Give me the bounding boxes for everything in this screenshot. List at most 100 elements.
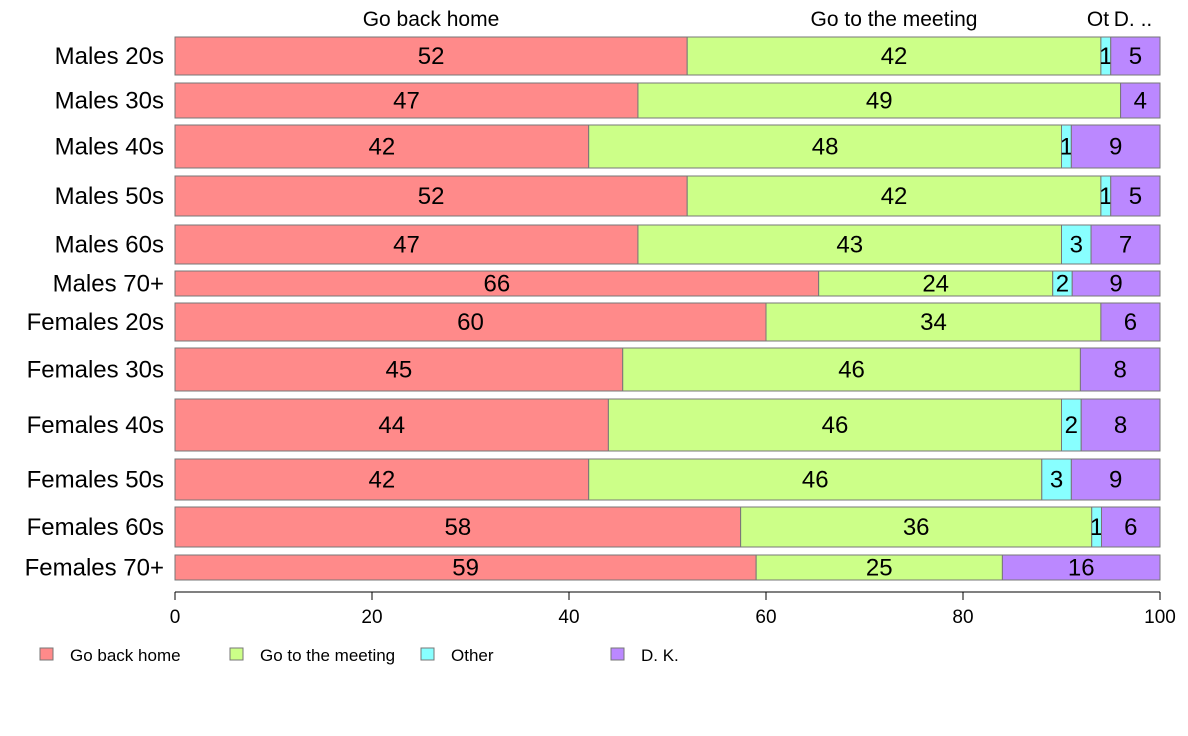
data-label: 42 bbox=[368, 134, 395, 161]
bar-segment bbox=[686, 36, 1102, 76]
bar-segment bbox=[1100, 302, 1161, 342]
y-axis-labels: Males 20s Males 30s Males 40s Males 50s Male… bbox=[25, 43, 164, 582]
bar-segment bbox=[588, 458, 1043, 501]
bar-segment bbox=[1120, 82, 1161, 119]
bar-segment bbox=[174, 36, 688, 76]
data-label: 24 bbox=[922, 271, 949, 298]
legend-label: Go back home bbox=[70, 646, 181, 665]
data-label: 6 bbox=[1124, 309, 1137, 336]
bar-segment bbox=[588, 124, 1062, 169]
legend: Go back home Go to the meeting Other D. K. bbox=[39, 646, 679, 665]
data-label: 8 bbox=[1114, 412, 1127, 439]
data-label: 47 bbox=[393, 232, 420, 259]
bar-segment bbox=[174, 224, 639, 265]
data-label: 1 bbox=[1060, 134, 1073, 161]
data-label: 1 bbox=[1090, 514, 1103, 541]
y-tick-label: Males 50s bbox=[55, 183, 164, 210]
data-label: 59 bbox=[452, 555, 479, 582]
data-label: 58 bbox=[444, 514, 471, 541]
data-label: 2 bbox=[1056, 271, 1069, 298]
bar-segment bbox=[174, 82, 639, 119]
y-tick-label: Females 60s bbox=[27, 514, 164, 541]
bar-segment bbox=[174, 175, 688, 217]
y-tick-label: Females 70+ bbox=[25, 555, 164, 582]
top-category-label: D. .. bbox=[1114, 8, 1153, 31]
data-label: 43 bbox=[836, 232, 863, 259]
bar-segment bbox=[174, 124, 590, 169]
bar-segment bbox=[1090, 224, 1161, 265]
bar-segment bbox=[174, 506, 742, 548]
bar-segment bbox=[1110, 36, 1161, 76]
top-category-labels: Go back home Go to the meeting Ot D. .. bbox=[363, 8, 1153, 31]
bar-segment bbox=[1079, 347, 1161, 392]
data-label: 9 bbox=[1109, 467, 1122, 494]
data-label: 3 bbox=[1050, 467, 1063, 494]
y-tick-label: Females 30s bbox=[27, 357, 164, 384]
data-label: 44 bbox=[378, 412, 405, 439]
data-label: 1 bbox=[1099, 43, 1112, 70]
data-label: 47 bbox=[393, 88, 420, 115]
data-label: 1 bbox=[1099, 183, 1112, 210]
bar-segment bbox=[1100, 506, 1161, 548]
bar-segment bbox=[740, 506, 1093, 548]
bar-segment bbox=[174, 398, 609, 452]
top-category-label: Go back home bbox=[363, 8, 500, 31]
data-label: 42 bbox=[881, 43, 908, 70]
y-tick-label: Females 20s bbox=[27, 309, 164, 336]
x-tick-label: 100 bbox=[1144, 607, 1176, 628]
x-axis: 0 20 40 60 80 100 bbox=[170, 591, 1176, 628]
data-label: 49 bbox=[866, 88, 893, 115]
bar-segment bbox=[1110, 175, 1161, 217]
bar-segment bbox=[637, 224, 1062, 265]
data-label: 52 bbox=[418, 183, 445, 210]
x-tick-label: 60 bbox=[755, 607, 776, 628]
data-label: 66 bbox=[483, 271, 510, 298]
data-label: 2 bbox=[1065, 412, 1078, 439]
bar-segment bbox=[1070, 458, 1161, 501]
legend-swatch bbox=[229, 647, 244, 661]
x-tick-label: 80 bbox=[952, 607, 973, 628]
bar-segment bbox=[1071, 270, 1161, 297]
y-tick-label: Males 20s bbox=[55, 43, 164, 70]
data-label: 4 bbox=[1134, 88, 1147, 115]
data-label: 36 bbox=[903, 514, 930, 541]
legend-swatch bbox=[39, 647, 54, 661]
y-tick-label: Males 60s bbox=[55, 232, 164, 259]
data-label: 9 bbox=[1109, 134, 1122, 161]
y-tick-label: Males 70+ bbox=[53, 271, 164, 298]
bar-segment bbox=[174, 302, 767, 342]
bar-segment bbox=[174, 270, 820, 297]
data-label: 60 bbox=[457, 309, 484, 336]
x-tick-label: 0 bbox=[170, 607, 181, 628]
bar-segment bbox=[1061, 224, 1092, 265]
y-tick-label: Females 40s bbox=[27, 412, 164, 439]
data-label: 42 bbox=[881, 183, 908, 210]
legend-label: Go to the meeting bbox=[260, 646, 395, 665]
data-label: 45 bbox=[386, 357, 413, 384]
y-tick-label: Males 40s bbox=[55, 134, 164, 161]
legend-swatch bbox=[420, 647, 435, 661]
data-label: 46 bbox=[838, 357, 865, 384]
data-label: 8 bbox=[1114, 357, 1127, 384]
data-label: 3 bbox=[1070, 232, 1083, 259]
bar-segment bbox=[622, 347, 1081, 392]
bar-segment bbox=[1070, 124, 1161, 169]
data-label: 46 bbox=[822, 412, 849, 439]
data-label: 42 bbox=[368, 467, 395, 494]
bar-segment bbox=[755, 554, 1003, 581]
y-tick-label: Males 30s bbox=[55, 88, 164, 115]
legend-swatch bbox=[610, 647, 625, 661]
data-label: 34 bbox=[920, 309, 947, 336]
legend-label: D. K. bbox=[641, 646, 679, 665]
data-label: 9 bbox=[1109, 271, 1122, 298]
bar-segment bbox=[686, 175, 1102, 217]
bar-segment bbox=[637, 82, 1122, 119]
bar-segment bbox=[818, 270, 1054, 297]
bar-segment bbox=[1001, 554, 1161, 581]
data-label: 7 bbox=[1119, 232, 1132, 259]
bar-segment bbox=[174, 554, 757, 581]
bars-area: 52 42 1 547 49 442 48 1 952 42 1 547 43 3 766 24 2 960 34 6… bbox=[174, 36, 1161, 582]
data-label: 25 bbox=[866, 555, 893, 582]
data-label: 5 bbox=[1129, 43, 1142, 70]
